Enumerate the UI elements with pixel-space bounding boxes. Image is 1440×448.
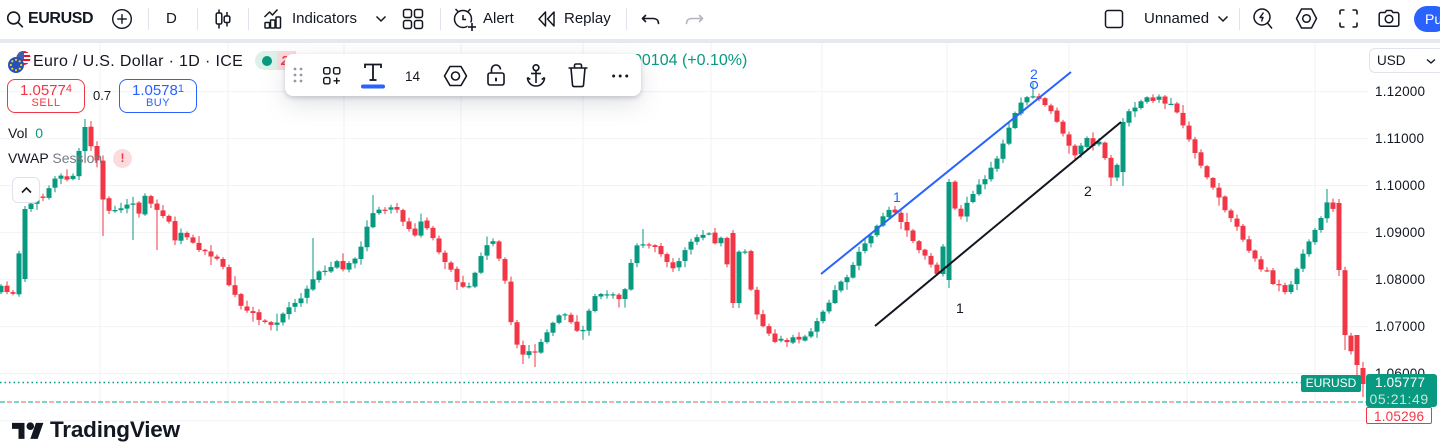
svg-text:1: 1 (956, 300, 964, 316)
svg-text:1: 1 (893, 189, 901, 205)
svg-text:2: 2 (1084, 183, 1092, 199)
svg-text:2: 2 (1030, 66, 1038, 82)
